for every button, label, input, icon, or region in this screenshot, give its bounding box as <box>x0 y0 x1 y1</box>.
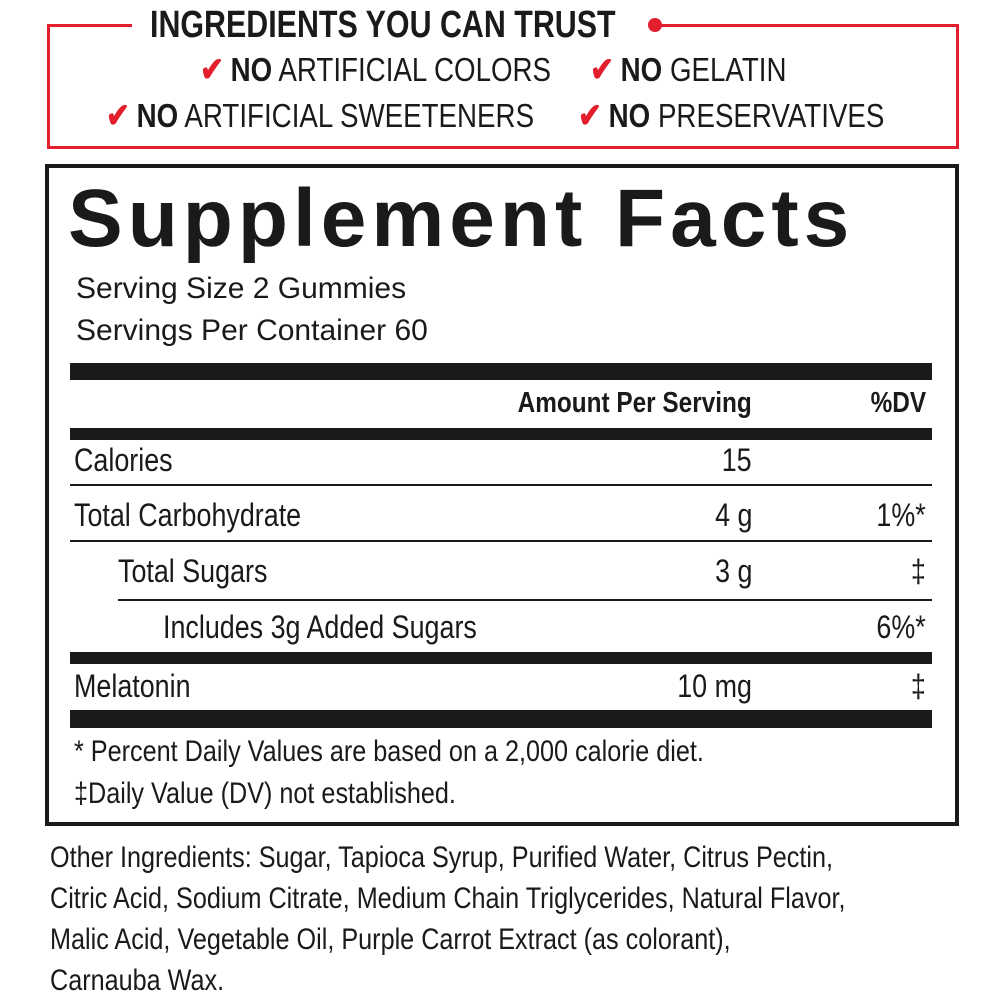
thick-divider <box>70 363 932 380</box>
check-icon: ✔ <box>578 97 602 135</box>
serving-size: Serving Size 2 Gummies <box>76 272 407 305</box>
footnote-percent-dv: * Percent Daily Values are based on a 2,… <box>74 735 704 768</box>
thin-divider <box>70 540 932 542</box>
facts-row-total-sugars: Total Sugars 3 g ‡ <box>70 553 932 593</box>
row-label: Total Sugars <box>118 553 268 589</box>
other-ingredients-line: Carnauba Wax. <box>50 964 225 997</box>
facts-header-row: Amount Per Serving %DV <box>70 387 932 427</box>
claim-no-artificial-colors: ✔ NO ARTIFICIAL COLORS <box>200 51 552 89</box>
footnote-dv-not-established: ‡Daily Value (DV) not established. <box>74 777 456 810</box>
row-amount: 3 g <box>714 553 752 589</box>
row-amount: 10 mg <box>677 668 752 704</box>
supplement-facts-box <box>45 164 959 826</box>
row-amount: 15 <box>722 442 752 478</box>
thin-divider <box>70 484 932 486</box>
other-ingredients-line: Citric Acid, Sodium Citrate, Medium Chai… <box>50 882 846 915</box>
check-icon: ✔ <box>200 51 224 89</box>
claim-no-preservatives: ✔ NO PRESERVATIVES <box>578 97 885 135</box>
row-dv: 1%* <box>876 497 926 533</box>
dv-header: %DV <box>870 387 926 419</box>
check-icon: ✔ <box>590 51 614 89</box>
thin-divider <box>118 599 932 601</box>
thick-divider <box>70 710 932 728</box>
trust-box <box>47 24 959 149</box>
row-dv: ‡ <box>911 553 926 589</box>
servings-per-container: Servings Per Container 60 <box>76 314 428 347</box>
trust-border-left <box>47 24 132 27</box>
row-label: Includes 3g Added Sugars <box>163 609 477 645</box>
amount-header: Amount Per Serving <box>517 387 752 419</box>
other-ingredients-line: Other Ingredients: Sugar, Tapioca Syrup,… <box>50 841 833 874</box>
row-dv: ‡ <box>911 668 926 704</box>
row-label: Melatonin <box>74 668 191 704</box>
facts-row-melatonin: Melatonin 10 mg ‡ <box>70 668 932 708</box>
claim-no-artificial-sweeteners: ✔ NO ARTIFICIAL SWEETENERS <box>106 97 535 135</box>
facts-title: Supplement Facts <box>68 173 855 264</box>
check-icon: ✔ <box>106 97 130 135</box>
medium-divider <box>70 428 932 440</box>
row-label: Total Carbohydrate <box>74 497 302 533</box>
facts-row-added-sugars: Includes 3g Added Sugars 6%* <box>70 609 932 649</box>
facts-row-calories: Calories 15 <box>70 442 932 482</box>
trust-border-right <box>655 24 956 27</box>
facts-row-total-carbohydrate: Total Carbohydrate 4 g 1%* <box>70 497 932 537</box>
medium-divider <box>70 652 932 664</box>
trust-title: INGREDIENTS YOU CAN TRUST <box>150 4 616 46</box>
row-dv: 6%* <box>876 609 926 645</box>
row-label: Calories <box>74 442 173 478</box>
red-dot-icon <box>648 18 662 32</box>
other-ingredients-line: Malic Acid, Vegetable Oil, Purple Carrot… <box>50 923 731 956</box>
row-amount: 4 g <box>714 497 752 533</box>
claim-no-gelatin: ✔ NO GELATIN <box>590 51 787 89</box>
